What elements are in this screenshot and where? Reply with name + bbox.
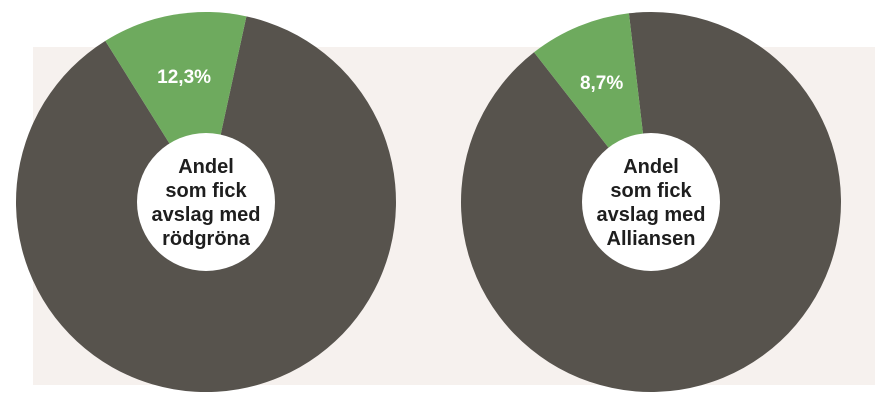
- center-label-line-1: Andel: [178, 156, 234, 178]
- donut-hole: [137, 133, 275, 271]
- center-label-line-3: avslag med: [597, 204, 706, 226]
- center-label-line-2: som fick: [165, 180, 247, 202]
- donut-hole: [582, 133, 720, 271]
- center-label-line-3: avslag med: [152, 204, 261, 226]
- donut-chart-alliansen: 8,7% Andel som fick avslag med Alliansen: [460, 12, 841, 393]
- slice-value-label: 12,3%: [157, 67, 211, 88]
- center-label-line-1: Andel: [623, 156, 679, 178]
- center-label-line-4: Alliansen: [607, 228, 696, 250]
- donut-chart-rodgrona: 12,3% Andel som fick avslag med rödgröna: [15, 12, 396, 393]
- center-label-line-4: rödgröna: [162, 228, 251, 250]
- center-label-line-2: som fick: [610, 180, 692, 202]
- slice-value-label: 8,7%: [580, 73, 623, 94]
